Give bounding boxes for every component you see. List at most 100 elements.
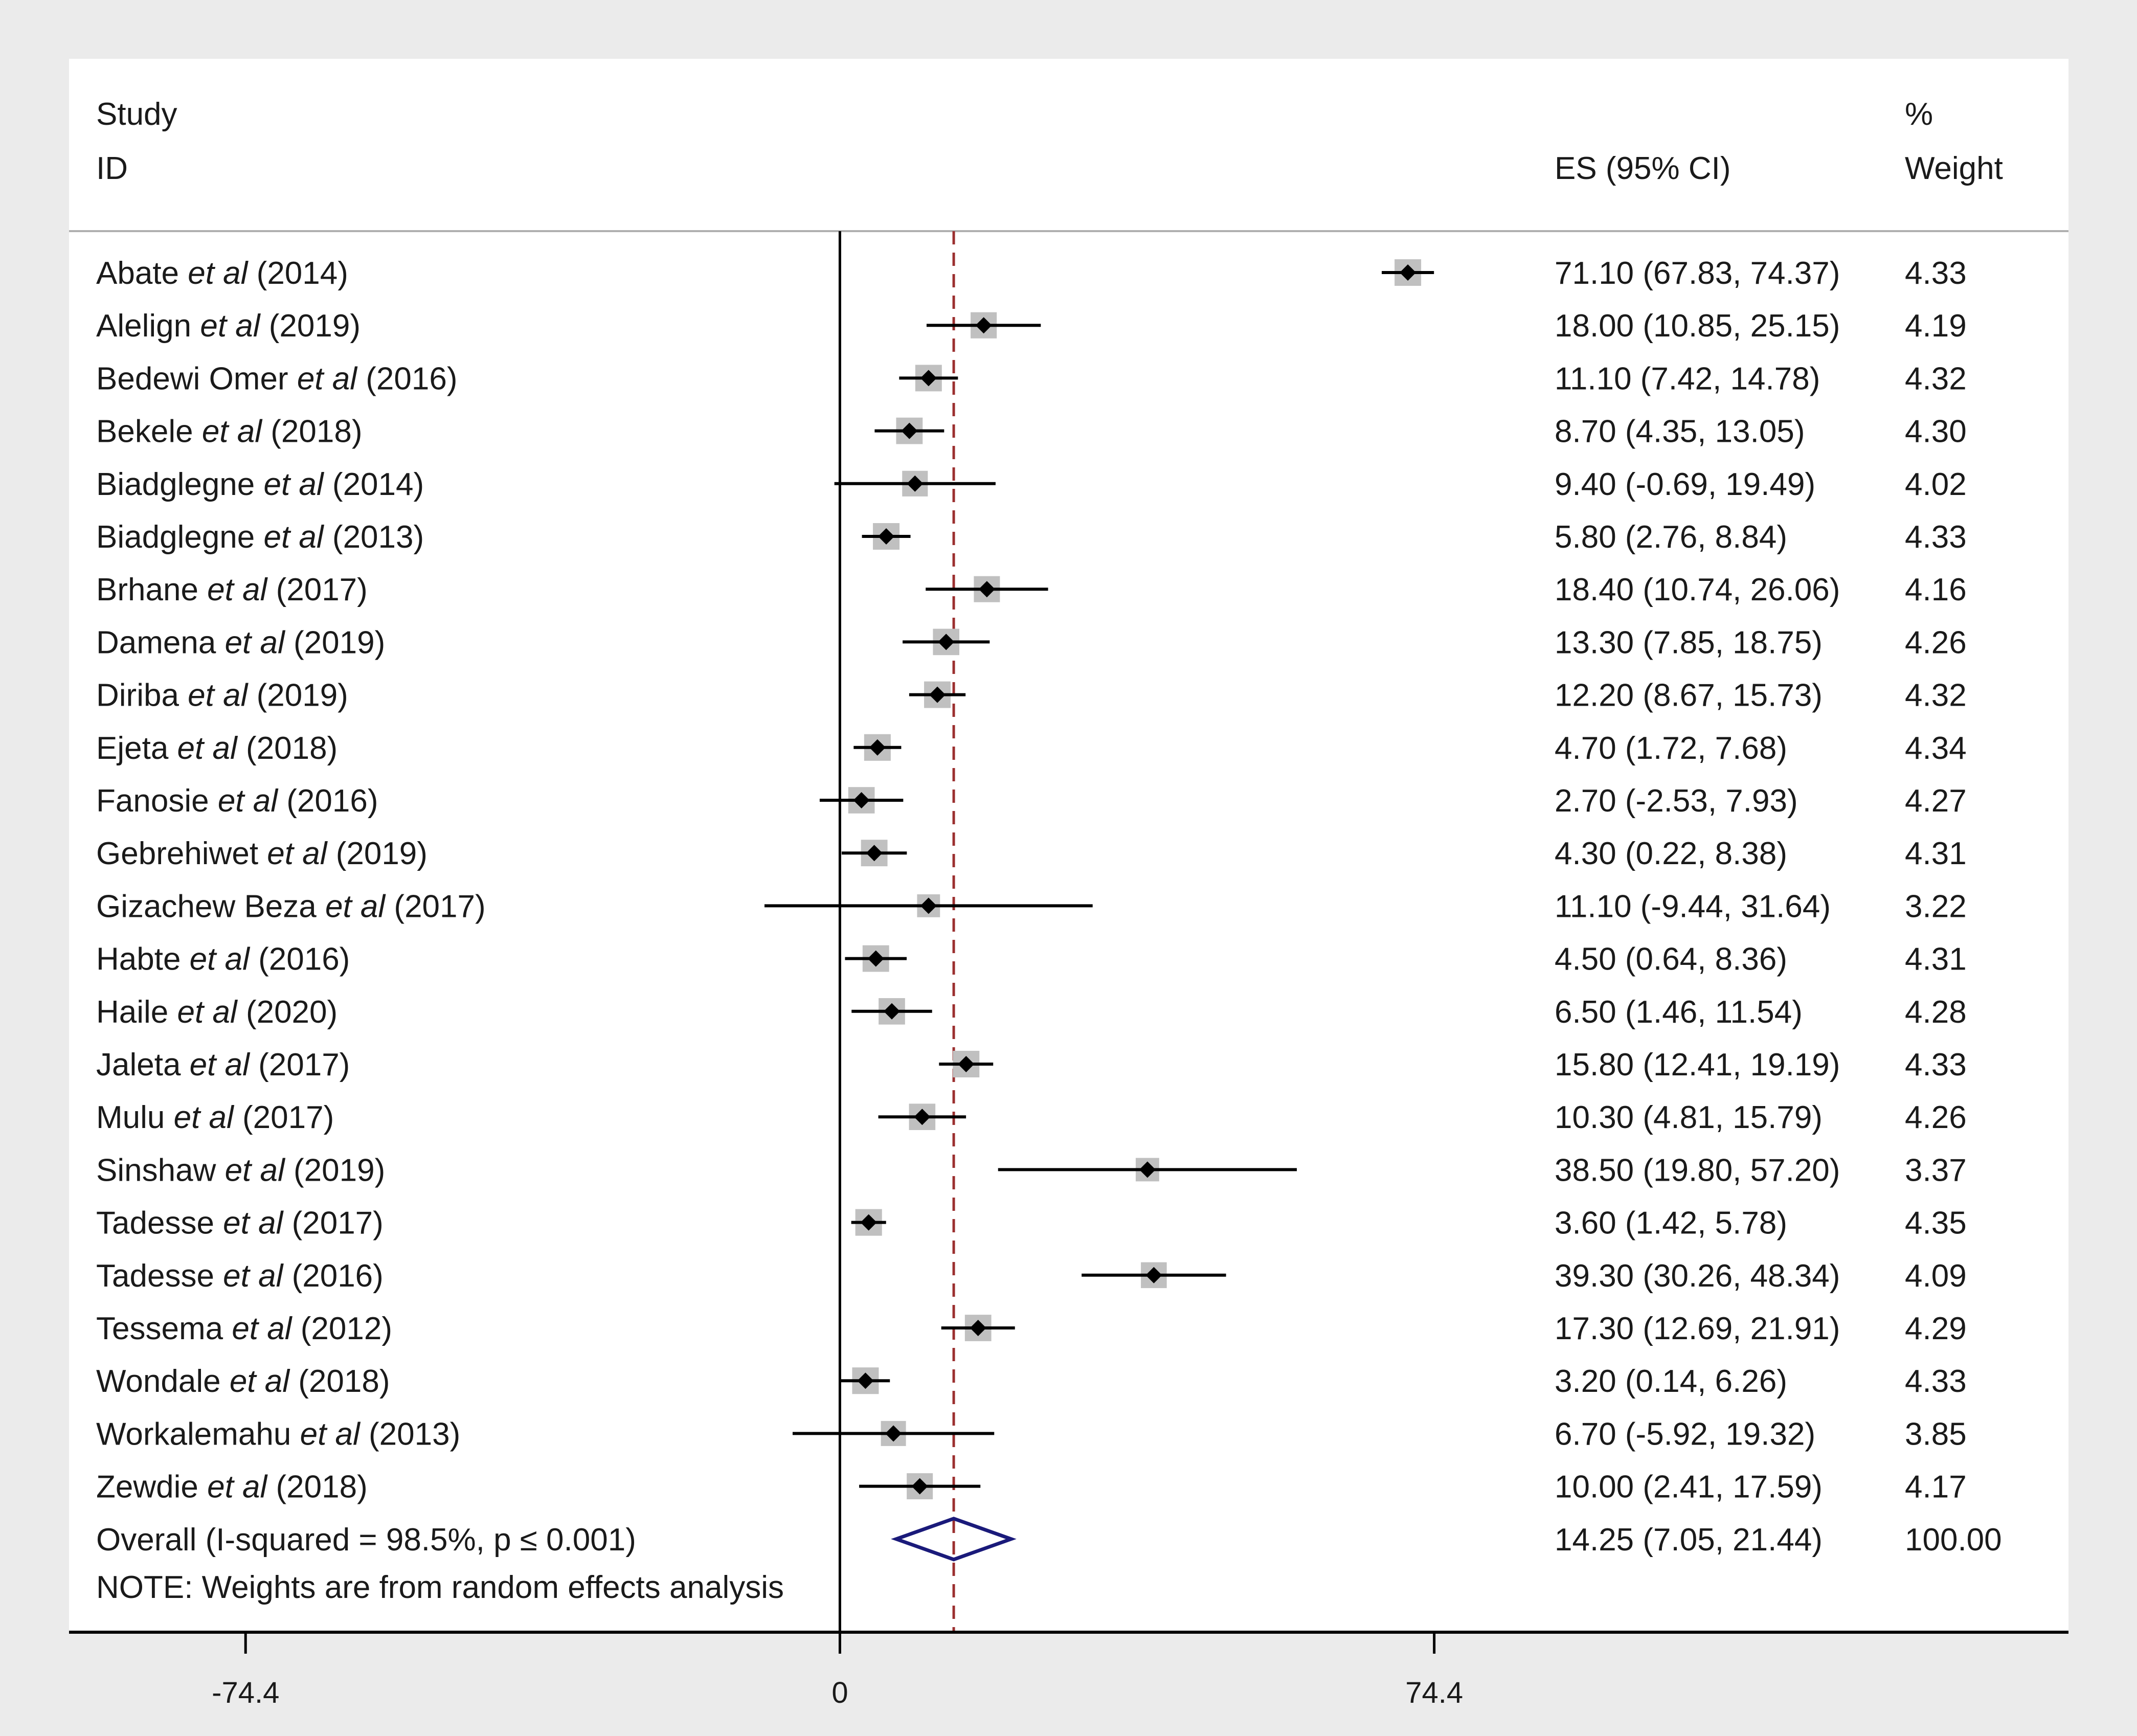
study-et-al: et al xyxy=(264,520,325,555)
study-author: Alelign xyxy=(96,308,200,344)
study-label: Biadglegne et al (2014) xyxy=(96,467,424,502)
study-row: Biadglegne et al (2014) 9.40 (-0.69, 19.4… xyxy=(96,467,1967,502)
study-row: Tadesse et al (2016) 39.30 (30.26, 48.34)… xyxy=(96,1258,1967,1294)
es-ci-value: 13.30 (7.85, 18.75) xyxy=(1555,625,1823,660)
overall-label: Overall (I-squared = 98.5%, p ≤ 0.001) xyxy=(96,1522,636,1558)
point-estimate-marker xyxy=(878,528,895,545)
weight-value: 4.31 xyxy=(1905,942,1967,977)
point-estimate-marker xyxy=(929,686,946,703)
study-label: Habte et al (2016) xyxy=(96,942,350,977)
study-author: Haile xyxy=(96,995,177,1030)
study-row: Damena et al (2019) 13.30 (7.85, 18.75) 4.… xyxy=(96,625,1967,660)
footnote: NOTE: Weights are from random effects an… xyxy=(96,1570,784,1605)
study-row: Sinshaw et al (2019) 38.50 (19.80, 57.20)… xyxy=(96,1153,1967,1188)
weight-value: 4.19 xyxy=(1905,308,1967,344)
point-estimate-marker xyxy=(867,950,884,967)
weight-value: 4.34 xyxy=(1905,731,1967,766)
study-year: (2016) xyxy=(278,783,378,819)
study-year: (2019) xyxy=(260,308,361,344)
es-ci-value: 10.30 (4.81, 15.79) xyxy=(1555,1100,1823,1135)
plot-panel xyxy=(69,59,2068,1634)
study-year: (2019) xyxy=(248,678,348,713)
study-author: Biadglegne xyxy=(96,467,264,502)
study-row: Tadesse et al (2017) 3.60 (1.42, 5.78) 4.3… xyxy=(96,1206,1967,1241)
study-rows: Abate et al (2014) 71.10 (67.83, 74.37) 4.… xyxy=(96,256,1967,1505)
study-et-al: et al xyxy=(218,783,279,819)
study-year: (2019) xyxy=(285,1153,385,1188)
study-author: Tadesse xyxy=(96,1258,223,1294)
study-author: Diriba xyxy=(96,678,188,713)
study-year: (2014) xyxy=(324,467,424,502)
es-ci-value: 15.80 (12.41, 19.19) xyxy=(1555,1047,1840,1083)
es-ci-value: 38.50 (19.80, 57.20) xyxy=(1555,1153,1840,1188)
study-label: Bekele et al (2018) xyxy=(96,414,362,449)
header-weight: Weight xyxy=(1905,151,2003,186)
study-label: Sinshaw et al (2019) xyxy=(96,1153,385,1188)
study-et-al: et al xyxy=(207,572,268,607)
study-row: Gizachew Beza et al (2017) 11.10 (-9.44, … xyxy=(96,889,1967,924)
study-label: Tessema et al (2012) xyxy=(96,1311,392,1346)
x-tick-label: 74.4 xyxy=(1405,1676,1463,1709)
study-et-al: et al xyxy=(267,836,328,871)
point-estimate-marker xyxy=(853,792,870,808)
study-et-al: et al xyxy=(230,1364,290,1399)
header-id: ID xyxy=(96,151,128,186)
point-estimate-marker xyxy=(907,475,924,492)
header-study: Study xyxy=(96,97,177,132)
point-estimate-marker xyxy=(901,422,918,439)
weight-value: 4.32 xyxy=(1905,361,1967,396)
point-estimate-marker xyxy=(938,634,955,650)
study-et-al: et al xyxy=(174,1100,235,1135)
study-year: (2012) xyxy=(292,1311,392,1346)
weight-value: 4.33 xyxy=(1905,256,1967,291)
study-author: Ejeta xyxy=(96,731,177,766)
study-et-al: et al xyxy=(177,731,238,766)
weight-value: 4.26 xyxy=(1905,1100,1967,1135)
study-author: Gizachew Beza xyxy=(96,889,325,924)
study-label: Jaleta et al (2017) xyxy=(96,1047,350,1083)
es-ci-value: 4.70 (1.72, 7.68) xyxy=(1555,731,1787,766)
study-author: Fanosie xyxy=(96,783,218,819)
point-estimate-marker xyxy=(885,1425,902,1442)
study-year: (2018) xyxy=(237,731,338,766)
study-author: Habte xyxy=(96,942,190,977)
es-ci-value: 71.10 (67.83, 74.37) xyxy=(1555,256,1840,291)
point-estimate-marker xyxy=(1139,1161,1156,1178)
study-year: (2013) xyxy=(360,1416,460,1452)
study-year: (2016) xyxy=(250,942,350,977)
es-ci-value: 2.70 (-2.53, 7.93) xyxy=(1555,783,1798,819)
study-year: (2019) xyxy=(285,625,385,660)
study-year: (2017) xyxy=(250,1047,350,1083)
study-label: Zewdie et al (2018) xyxy=(96,1470,368,1505)
es-ci-value: 10.00 (2.41, 17.59) xyxy=(1555,1470,1823,1505)
es-ci-value: 5.80 (2.76, 8.84) xyxy=(1555,520,1787,555)
study-label: Brhane et al (2017) xyxy=(96,572,368,607)
study-label: Damena et al (2019) xyxy=(96,625,385,660)
es-ci-value: 4.50 (0.64, 8.36) xyxy=(1555,942,1787,977)
study-et-al: et al xyxy=(207,1470,268,1505)
study-row: Mulu et al (2017) 10.30 (4.81, 15.79) 4.26 xyxy=(96,1100,1967,1135)
es-ci-value: 12.20 (8.67, 15.73) xyxy=(1555,678,1823,713)
study-row: Tessema et al (2012) 17.30 (12.69, 21.91)… xyxy=(96,1311,1967,1346)
study-row: Bedewi Omer et al (2016) 11.10 (7.42, 14.… xyxy=(96,361,1967,396)
study-year: (2017) xyxy=(283,1206,383,1241)
weight-value: 4.31 xyxy=(1905,836,1967,871)
es-ci-value: 9.40 (-0.69, 19.49) xyxy=(1555,467,1815,502)
point-estimate-marker xyxy=(883,1003,900,1020)
study-et-al: et al xyxy=(188,678,249,713)
study-et-al: et al xyxy=(264,467,325,502)
study-author: Damena xyxy=(96,625,225,660)
es-ci-value: 18.00 (10.85, 25.15) xyxy=(1555,308,1840,344)
study-row: Diriba et al (2019) 12.20 (8.67, 15.73) 4.… xyxy=(96,678,1967,713)
study-et-al: et al xyxy=(223,1206,284,1241)
weight-value: 4.02 xyxy=(1905,467,1967,502)
study-row: Biadglegne et al (2013) 5.80 (2.76, 8.84)… xyxy=(96,520,1967,555)
weight-value: 4.30 xyxy=(1905,414,1967,449)
x-axis-ticks: -74.4 0 74.4 xyxy=(212,1632,1463,1709)
es-ci-value: 8.70 (4.35, 13.05) xyxy=(1555,414,1805,449)
point-estimate-marker xyxy=(857,1372,874,1389)
point-estimate-marker xyxy=(920,370,937,387)
study-author: Bekele xyxy=(96,414,202,449)
x-tick-label: 0 xyxy=(831,1676,848,1709)
study-year: (2013) xyxy=(324,520,424,555)
